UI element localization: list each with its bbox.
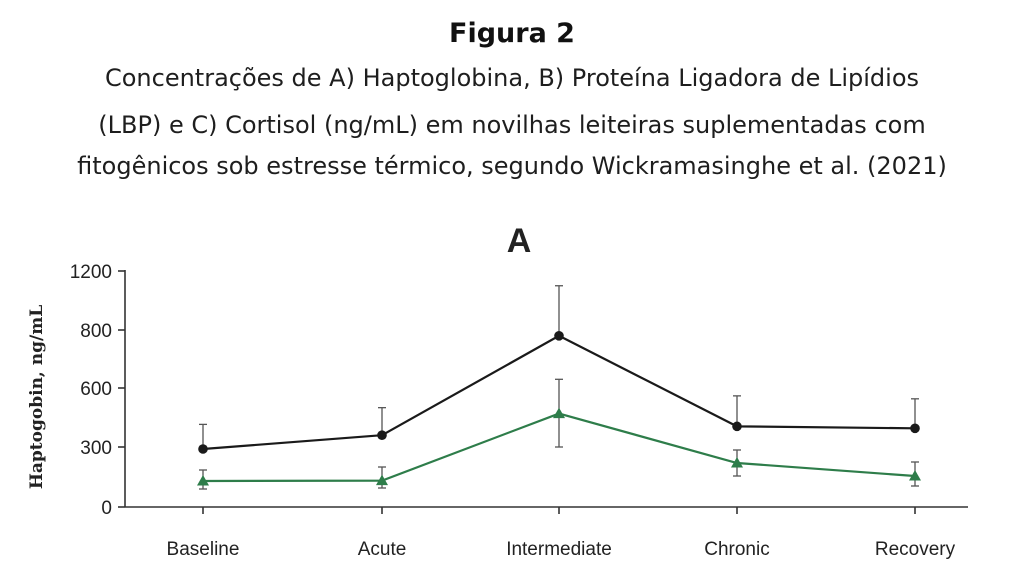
y-tick-label: 600 (80, 379, 112, 400)
y-tick-label: 300 (80, 438, 112, 459)
y-tick-label: 800 (80, 321, 112, 342)
data-point (731, 457, 743, 468)
data-point (197, 475, 209, 486)
y-tick-label: 1200 (70, 262, 112, 283)
haptoglobin-chart: A Haptogobin, ng/mL 0 300 600 800 1200 Basel… (27, 222, 968, 560)
y-axis-label: Haptogobin, ng/mL (27, 305, 47, 489)
data-point (909, 470, 921, 481)
caption-line-3: fitogênicos sob estresse térmico, segund… (77, 152, 947, 180)
data-point (910, 423, 920, 434)
data-point (198, 444, 208, 454)
y-tick-label: 0 (101, 498, 112, 519)
data-point (376, 474, 388, 486)
series-layer (197, 285, 921, 490)
caption-line-2: (LBP) e C) Cortisol (ng/mL) em novilhas … (98, 111, 926, 139)
panel-label: A (507, 222, 532, 260)
caption-line-1: Concentrações de A) Haptoglobina, B) Pro… (104, 64, 920, 92)
data-point (377, 430, 387, 440)
x-tick-label: Intermediate (506, 539, 612, 560)
figure-title: Figura 2 (449, 18, 575, 49)
series-2 (197, 378, 921, 490)
series-1 (198, 285, 920, 454)
data-point (554, 331, 564, 341)
x-tick-label: Recovery (875, 539, 956, 560)
x-ticks: Baseline Acute Intermediate Chronic Recovery (167, 507, 956, 560)
y-ticks: 0 300 600 800 1200 (70, 262, 125, 519)
x-tick-label: Baseline (167, 539, 240, 560)
data-point (553, 407, 565, 419)
data-point (732, 421, 742, 432)
x-tick-label: Acute (358, 539, 407, 560)
x-tick-label: Chronic (704, 539, 769, 560)
